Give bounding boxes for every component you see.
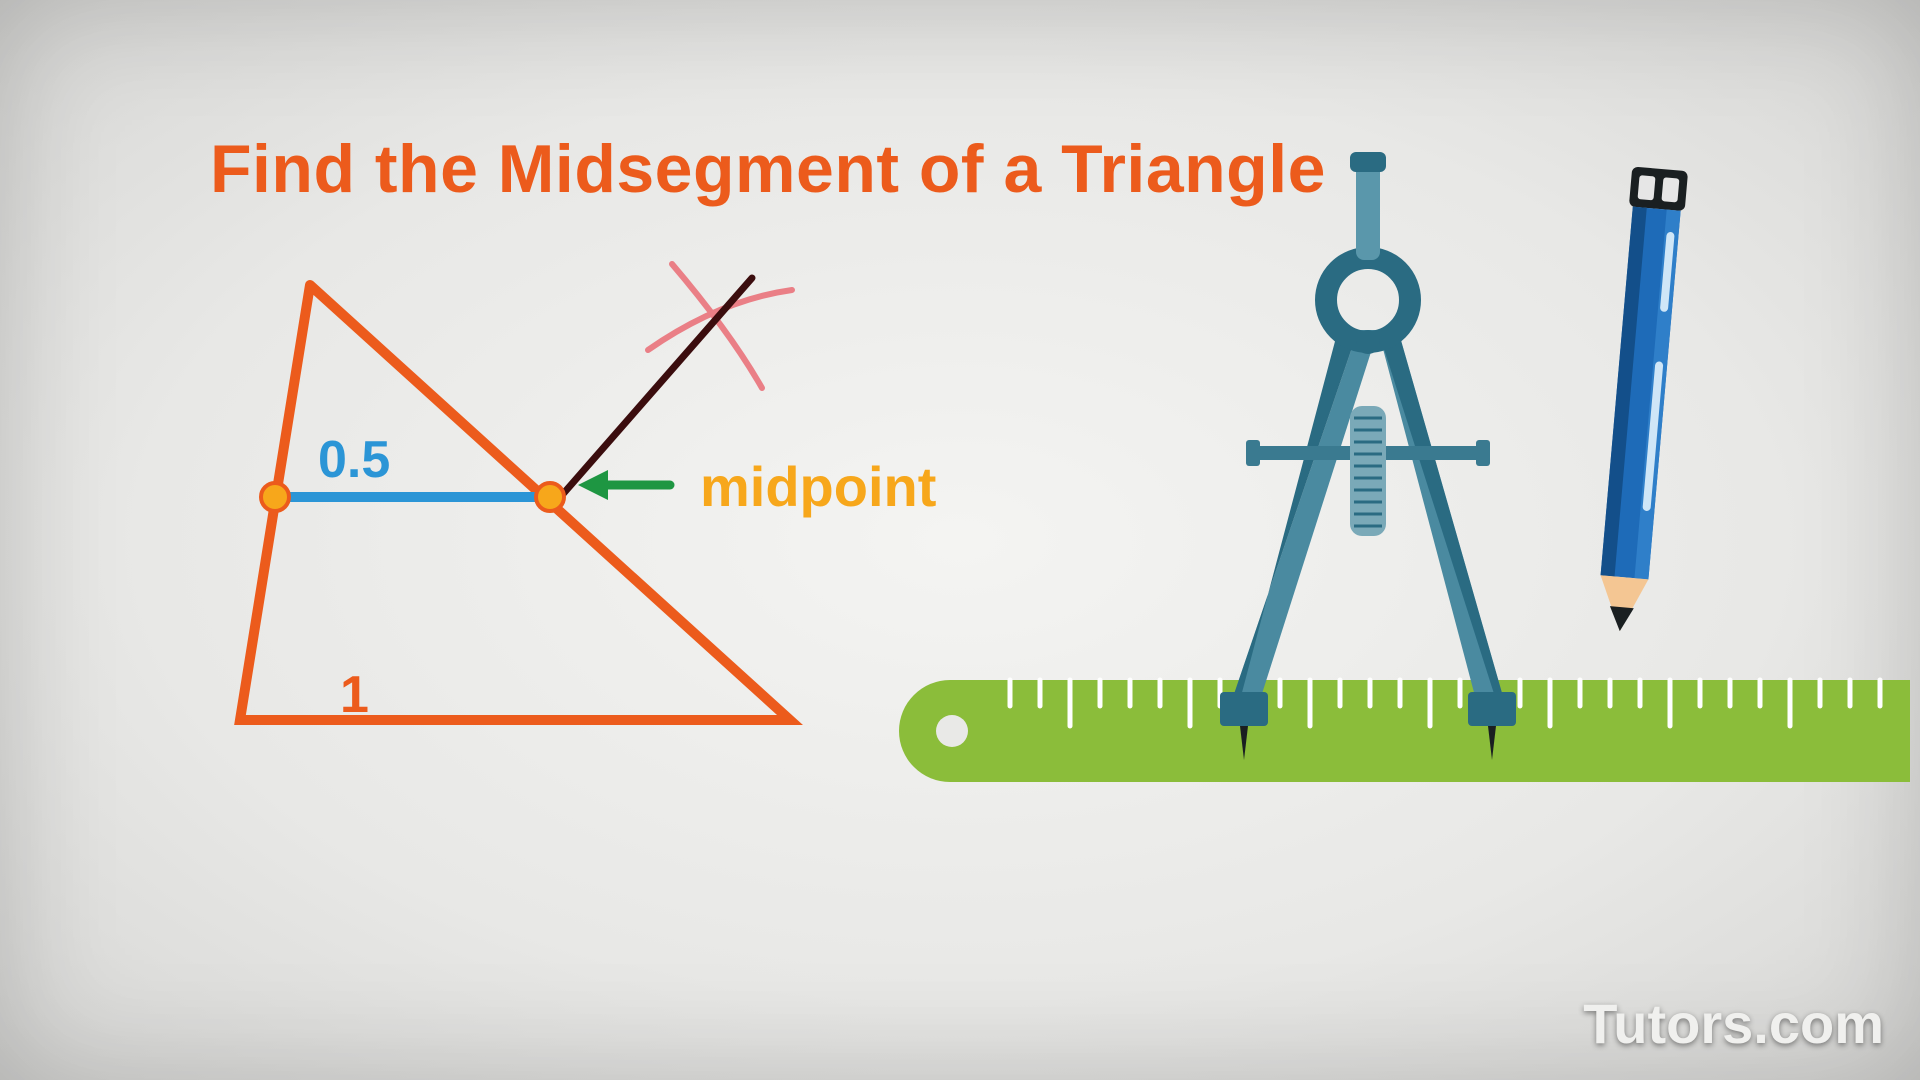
midpoint-arrow [578,470,670,500]
brand-watermark: Tutors.com [1583,991,1884,1056]
midsegment-label: 0.5 [318,430,390,490]
diagram-svg [0,0,1920,1080]
stage: Find the Midsegment of a Triangle [0,0,1920,1080]
midpoint-label: midpoint [700,454,936,519]
ruler [899,680,1910,782]
triangle-base-label: 1 [340,665,369,725]
pencil-icon [1592,166,1688,633]
compass-icon [1220,152,1516,760]
